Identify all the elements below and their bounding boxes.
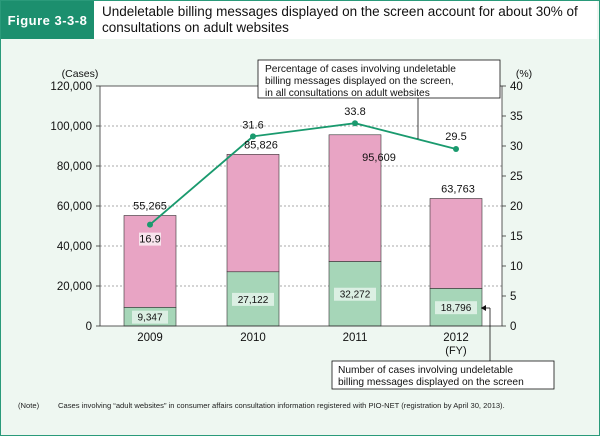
chart: 0 20,000 40,000 60,000 80,000 100,000 120,000 0… bbox=[50, 59, 555, 390]
bar-total-label: 63,763 bbox=[441, 183, 475, 195]
category-label: 2009 bbox=[137, 332, 163, 344]
left-tick-label: 100,000 bbox=[50, 121, 92, 133]
footnote-tag: (Note) bbox=[18, 401, 40, 410]
segment-label-box bbox=[232, 292, 274, 306]
gridlines bbox=[100, 125, 502, 287]
percentage-label-bg bbox=[139, 232, 161, 246]
left-tick-label: 20,000 bbox=[57, 281, 92, 293]
percentage-callout-box bbox=[257, 59, 501, 99]
cases-callout-text: Number of cases involving undeletable bi… bbox=[338, 365, 524, 388]
right-tick-label: 5 bbox=[510, 291, 516, 303]
footnote: (Note) Cases involving “adult websites” i… bbox=[18, 400, 588, 411]
left-tick-label: 120,000 bbox=[50, 81, 92, 93]
percentage-label: 16.9 bbox=[139, 234, 160, 246]
figure-title: Undeletable billing messages displayed o… bbox=[102, 4, 578, 35]
segment-label-box bbox=[334, 287, 376, 301]
percentage-callout-line-1: Percentage of cases involving undeletabl… bbox=[265, 64, 456, 75]
right-tick-label: 35 bbox=[510, 111, 523, 123]
left-tick-label: 60,000 bbox=[57, 201, 92, 213]
percentage-line bbox=[147, 120, 459, 228]
category-label: 2011 bbox=[343, 332, 368, 344]
bar-total-label: 95,609 bbox=[362, 152, 396, 164]
left-axis-unit: (Cases) bbox=[62, 68, 99, 80]
percentage-callout-text: Percentage of cases involving undeletabl… bbox=[265, 64, 459, 99]
right-tick-label: 15 bbox=[510, 231, 523, 243]
segment-label-box bbox=[132, 310, 168, 324]
category-suffix: (FY) bbox=[445, 345, 466, 357]
left-tick-label: 80,000 bbox=[57, 161, 92, 173]
right-tick-label: 10 bbox=[510, 261, 523, 273]
right-axis-unit: (%) bbox=[516, 68, 532, 80]
segment-label: 27,122 bbox=[238, 295, 269, 306]
percentage-label: 33.8 bbox=[344, 106, 365, 118]
bar-cases-other bbox=[123, 215, 177, 308]
segment-label-box bbox=[435, 301, 477, 315]
right-tick-label: 0 bbox=[510, 321, 516, 333]
percentage-point bbox=[147, 221, 153, 228]
right-tick-label: 20 bbox=[510, 201, 523, 213]
footnote-text: Cases involving “adult websites” in cons… bbox=[58, 401, 505, 410]
segment-label: 32,272 bbox=[340, 290, 371, 301]
cases-callout-box bbox=[331, 360, 555, 390]
percentage-label: 31.6 bbox=[242, 119, 263, 131]
data-labels: 55,265 85,826 95,609 63,763 16.9 31.6 33.8 29.5… bbox=[132, 106, 477, 324]
cases-callout-line-1: Number of cases involving undeletable bbox=[338, 365, 513, 376]
right-tick-label: 40 bbox=[510, 81, 523, 93]
segment-label: 18,796 bbox=[441, 303, 472, 314]
percentage-point bbox=[453, 146, 459, 152]
bar-cases-other bbox=[226, 154, 280, 273]
right-tick-label: 30 bbox=[510, 141, 523, 153]
right-tick-label: 25 bbox=[510, 171, 523, 183]
bar-total-label: 55,265 bbox=[133, 200, 167, 212]
category-label: 2012 bbox=[443, 332, 469, 344]
percentage-callout-line-3: in all consultations on adult websites bbox=[265, 88, 430, 99]
cases-callout-line-2: billing messages displayed on the screen bbox=[338, 377, 524, 388]
percentage-point bbox=[352, 120, 358, 127]
percentage-label: 29.5 bbox=[445, 131, 466, 143]
percentage-callout-line-2: billing messages displayed on the screen… bbox=[265, 76, 454, 87]
figure-header bbox=[1, 1, 597, 39]
bar-total-label: 85,826 bbox=[244, 139, 278, 151]
bar-cases-other bbox=[429, 198, 483, 289]
left-tick-label: 40,000 bbox=[57, 241, 92, 253]
cases-callout-arrow bbox=[481, 305, 486, 311]
segment-label: 9,347 bbox=[137, 313, 162, 324]
tick-labels: 0 20,000 40,000 60,000 80,000 100,000 120,000 0… bbox=[50, 81, 522, 344]
bar-cases-other bbox=[328, 134, 382, 262]
percentage-point bbox=[250, 133, 256, 140]
percentage-line-path bbox=[149, 122, 457, 226]
left-tick-label: 0 bbox=[86, 321, 92, 333]
category-label: 2010 bbox=[240, 332, 266, 344]
figure-label: Figure 3-3-8 bbox=[1, 1, 94, 39]
